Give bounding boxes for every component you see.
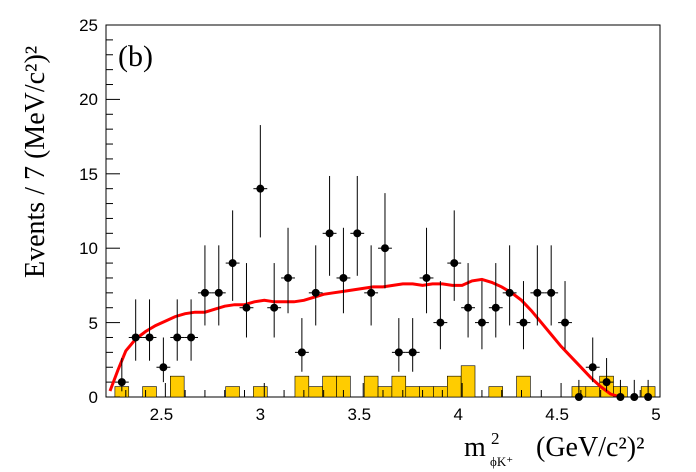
background-hist-bin: [253, 386, 268, 398]
y-tick-label: 10: [79, 239, 98, 258]
background-hist-bin: [447, 375, 462, 398]
x-tick-label: 4: [453, 405, 462, 424]
data-point: [394, 348, 403, 357]
background-hist-bin: [170, 375, 185, 398]
data-point: [353, 229, 362, 238]
data-point: [242, 303, 251, 312]
data-point: [408, 348, 417, 357]
data-point: [131, 333, 140, 342]
data-point: [477, 318, 486, 327]
background-hist-bin: [460, 365, 476, 398]
y-tick-label: 20: [79, 90, 98, 109]
x-axis-title-sub: ϕK⁺: [490, 454, 513, 469]
data-point: [325, 229, 334, 238]
background-hist-bin: [363, 375, 379, 398]
data-point: [117, 378, 126, 387]
data-point: [200, 288, 209, 297]
background-hist-bin: [585, 386, 600, 398]
data-point: [297, 348, 306, 357]
x-tick-label: 2.5: [150, 405, 174, 424]
data-point: [367, 288, 376, 297]
data-point: [284, 273, 293, 282]
data-point: [547, 288, 556, 297]
data-point: [630, 393, 639, 401]
background-hist-bin: [488, 386, 504, 398]
data-point: [159, 363, 168, 372]
data-point: [214, 288, 223, 297]
data-point: [311, 288, 320, 297]
y-axis-title: Events / 7 (MeV/c²)²: [20, 46, 51, 278]
background-hist-bin: [433, 386, 448, 398]
axis-ticks: [106, 24, 661, 398]
data-point: [533, 288, 542, 297]
x-axis-title-sup: 2: [491, 429, 500, 448]
data-point: [422, 273, 431, 282]
data-point: [602, 378, 611, 387]
data-point: [464, 303, 473, 312]
data-point: [436, 318, 445, 327]
data-point: [491, 303, 500, 312]
x-tick-label: 5: [651, 405, 660, 424]
x-axis-title-m: m: [464, 432, 486, 463]
x-tick-label: 4.5: [545, 405, 569, 424]
data-point: [256, 184, 265, 193]
y-tick-labels: 0 5 10 15 20 25: [79, 16, 98, 407]
data-point: [145, 333, 154, 342]
data-point: [561, 318, 570, 327]
data-point: [187, 333, 196, 342]
data-point: [228, 259, 237, 268]
x-tick-label: 3: [256, 405, 265, 424]
background-hist-bin: [294, 375, 310, 398]
data-point: [270, 303, 279, 312]
background-hist-bin: [516, 375, 531, 398]
y-tick-label: 25: [79, 16, 98, 35]
background-hist-bin: [322, 375, 337, 398]
x-axis-title-unit: (GeV/c²)²: [536, 432, 645, 463]
y-tick-label: 15: [79, 165, 98, 184]
background-hist-bin: [225, 386, 240, 398]
y-tick-label: 5: [89, 314, 98, 333]
x-tick-label: 3.5: [347, 405, 371, 424]
data-point: [505, 288, 514, 297]
x-axis-title: m 2 ϕK⁺ (GeV/c²)²: [464, 429, 645, 469]
x-tick-labels: 2.5 3 3.5 4 4.5 5: [150, 405, 661, 424]
background-hist-bin: [308, 386, 323, 398]
background-histogram: [114, 365, 656, 398]
data-point: [616, 393, 625, 401]
data-point: [380, 244, 389, 253]
data-point: [450, 259, 459, 268]
background-hist-bin: [391, 375, 407, 398]
panel-label: (b): [118, 40, 153, 73]
data-points: [114, 125, 656, 401]
data-point: [173, 333, 182, 342]
data-point: [574, 393, 583, 401]
data-point: [588, 363, 597, 372]
background-hist-bin: [377, 386, 393, 398]
y-tick-label: 0: [89, 388, 98, 407]
background-hist-bin: [142, 386, 157, 398]
fit-curve: [108, 277, 621, 399]
plot-frame: [105, 24, 661, 398]
data-point: [644, 393, 653, 401]
background-hist-bin: [419, 386, 434, 398]
background-hist-bin: [405, 386, 420, 398]
data-point: [519, 318, 528, 327]
data-point: [339, 273, 348, 282]
